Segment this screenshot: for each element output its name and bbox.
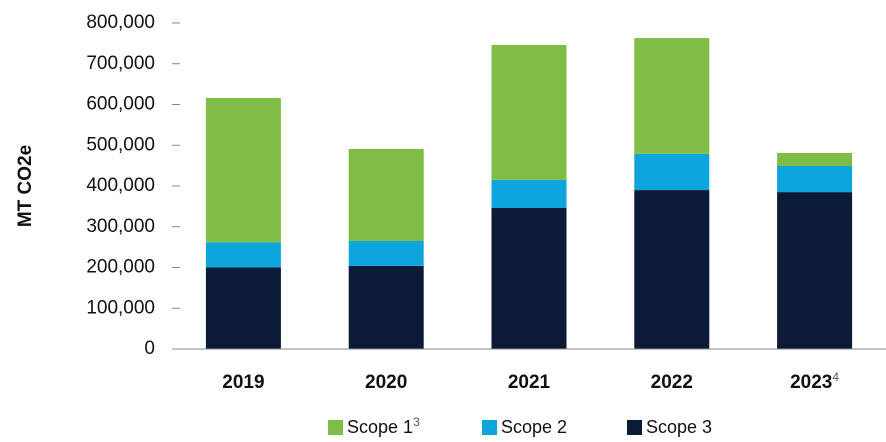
bar-segment [777, 192, 853, 349]
bar-segment [634, 153, 710, 191]
bar-segment [777, 166, 853, 193]
y-tick-label: 600,000 [86, 94, 155, 115]
legend-swatch [627, 420, 642, 435]
bar-segment [634, 190, 710, 349]
bar-segment [348, 241, 424, 266]
bar-segment [634, 38, 710, 154]
legend-text: Scope 2 [501, 417, 567, 437]
legend-label: Scope 3 [646, 417, 712, 437]
bar-segment [205, 97, 281, 243]
bar-segment [348, 148, 424, 242]
legend-text: Scope 1 [347, 417, 413, 437]
y-tick-label: 700,000 [86, 53, 155, 74]
bar-segment [491, 179, 567, 209]
x-tick-label: 20234 [790, 370, 839, 393]
x-tick-text: 2023 [790, 372, 832, 393]
bar-segment [205, 242, 281, 268]
y-tick-label: 800,000 [86, 12, 155, 33]
bar-segment [491, 45, 567, 180]
y-tick-label: 100,000 [86, 297, 155, 318]
y-axis-title: MT CO2e [15, 145, 36, 227]
legend-swatch [328, 420, 343, 435]
x-tick-label: 2021 [508, 372, 551, 393]
y-tick-label: 200,000 [86, 257, 155, 278]
x-tick-superscript: 4 [832, 370, 839, 384]
y-tick-label: 0 [144, 338, 155, 359]
legend-superscript: 3 [413, 415, 420, 429]
legend-label: Scope 2 [501, 417, 567, 437]
y-tick-label: 400,000 [86, 175, 155, 196]
bar-segment [205, 267, 281, 349]
x-tick-label: 2019 [222, 372, 264, 393]
bar-segment [777, 152, 853, 167]
y-tick-label: 300,000 [86, 216, 155, 237]
legend-label: Scope 13 [347, 415, 420, 437]
x-tick-label: 2022 [651, 372, 693, 393]
bar-segment [348, 265, 424, 349]
legend-swatch [482, 420, 497, 435]
legend-text: Scope 3 [646, 417, 712, 437]
x-tick-label: 2020 [365, 372, 407, 393]
x-tick-text: 2021 [508, 372, 551, 393]
bar-segment [491, 208, 567, 349]
x-tick-text: 2022 [651, 372, 693, 393]
x-tick-text: 2020 [365, 372, 407, 393]
y-tick-label: 500,000 [86, 134, 155, 155]
x-tick-text: 2019 [222, 372, 264, 393]
